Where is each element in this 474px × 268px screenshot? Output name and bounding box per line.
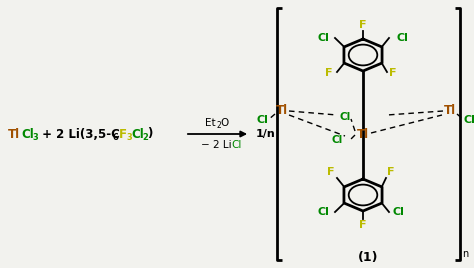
Text: Tl: Tl xyxy=(276,105,288,117)
Text: Tl: Tl xyxy=(357,128,369,142)
Text: Cl: Cl xyxy=(317,33,329,43)
Text: Cl: Cl xyxy=(21,128,34,140)
Text: 3: 3 xyxy=(126,132,132,142)
Text: 2: 2 xyxy=(217,121,221,129)
Text: F: F xyxy=(326,68,333,78)
Text: F: F xyxy=(387,167,394,177)
Text: Cl: Cl xyxy=(332,135,343,145)
Text: Tl: Tl xyxy=(8,128,20,140)
Text: + 2 Li(3,5-C: + 2 Li(3,5-C xyxy=(38,128,120,140)
Text: Tl: Tl xyxy=(444,105,456,117)
Text: Cl: Cl xyxy=(231,140,242,150)
Text: Cl: Cl xyxy=(317,207,329,217)
Text: F: F xyxy=(359,20,367,30)
Text: F: F xyxy=(119,128,127,140)
Text: Cl: Cl xyxy=(397,33,409,43)
Text: 3: 3 xyxy=(32,132,38,142)
Text: ): ) xyxy=(147,128,152,140)
Text: 6: 6 xyxy=(113,132,119,142)
Text: Cl: Cl xyxy=(256,115,268,125)
Text: (1): (1) xyxy=(358,251,379,264)
Text: 2: 2 xyxy=(142,132,148,142)
Text: F: F xyxy=(389,68,396,78)
Text: Cl: Cl xyxy=(339,112,351,122)
Text: 1/n: 1/n xyxy=(256,129,276,139)
Text: F: F xyxy=(359,220,367,230)
Text: Cl: Cl xyxy=(393,207,405,217)
Text: Cl: Cl xyxy=(464,115,474,125)
Text: Cl: Cl xyxy=(131,128,144,140)
Text: − 2 Li: − 2 Li xyxy=(201,140,232,150)
Text: O: O xyxy=(220,118,229,128)
Text: F: F xyxy=(328,167,335,177)
Text: Et: Et xyxy=(206,118,216,128)
Text: n: n xyxy=(462,249,468,259)
